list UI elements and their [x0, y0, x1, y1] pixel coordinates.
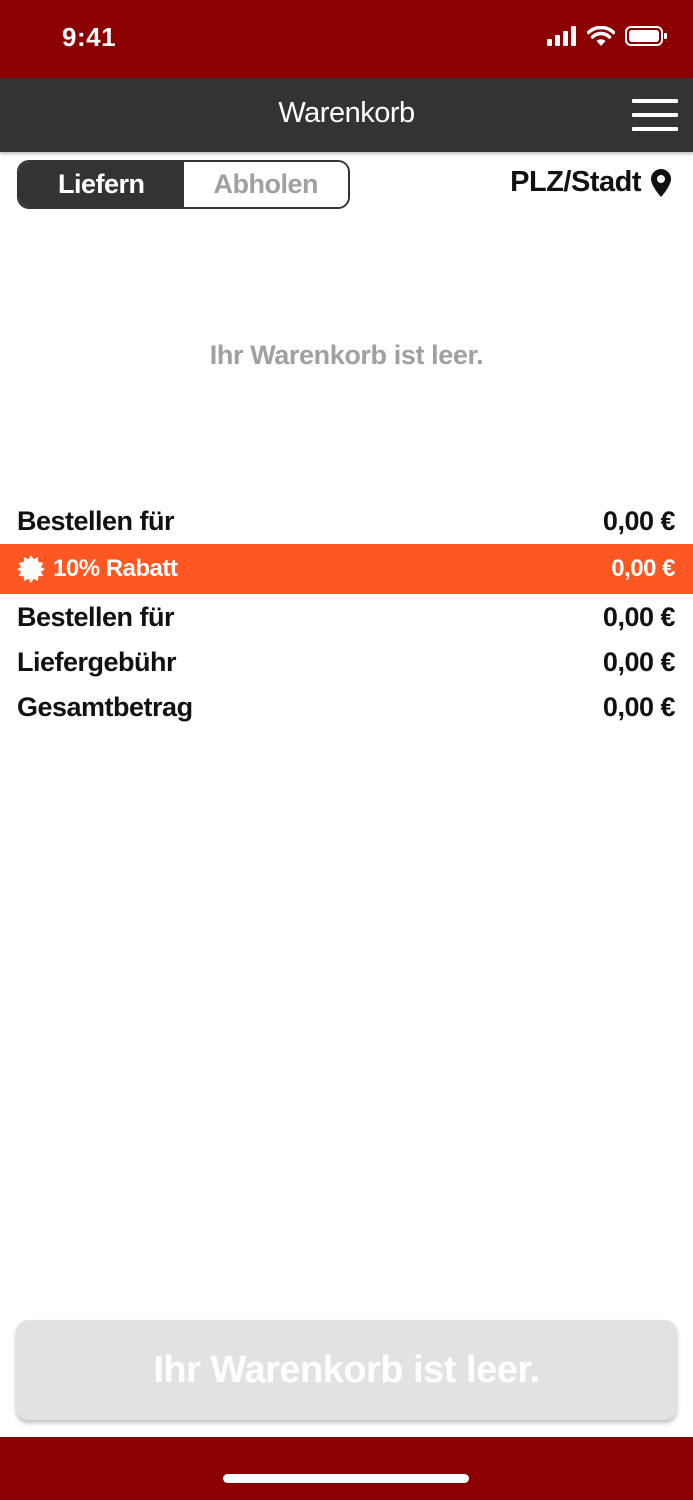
subtotal-value: 0,00 € [602, 505, 676, 536]
discount-row: 10% Rabatt 0,00 € [0, 544, 693, 594]
discount-badge-icon [17, 555, 45, 583]
order-total-value: 0,00 € [602, 601, 676, 632]
subtotal-label: Bestellen für [17, 505, 175, 536]
tab-liefern[interactable]: Liefern [19, 162, 184, 207]
grand-total-row: Gesamtbetrag 0,00 € [0, 684, 693, 730]
signal-icon [547, 26, 576, 46]
delivery-fee-row: Liefergebühr 0,00 € [0, 639, 693, 685]
empty-cart-message: Ihr Warenkorb ist leer. [209, 340, 484, 370]
order-total-label: Bestellen für [17, 601, 175, 632]
location-pin-icon [651, 168, 671, 197]
battery-icon [625, 26, 667, 46]
delivery-fee-value: 0,00 € [602, 646, 676, 677]
nav-bar: Warenkorb [0, 78, 693, 152]
page-title: Warenkorb [278, 97, 415, 129]
location-selector[interactable]: PLZ/Stadt [510, 166, 671, 199]
location-label: PLZ/Stadt [510, 166, 641, 198]
status-time: 9:41 [62, 22, 117, 52]
grand-total-label: Gesamtbetrag [17, 691, 193, 722]
checkout-button[interactable]: Ihr Warenkorb ist leer. [16, 1320, 677, 1420]
order-total-row: Bestellen für 0,00 € [0, 594, 693, 640]
home-indicator[interactable] [223, 1474, 469, 1483]
discount-label: 10% Rabatt [53, 555, 178, 582]
delivery-mode-toggle: Liefern Abholen [17, 160, 350, 209]
hamburger-menu-icon[interactable] [632, 99, 678, 131]
tab-abholen[interactable]: Abholen [183, 162, 348, 207]
grand-total-value: 0,00 € [602, 691, 676, 722]
subtotal-row: Bestellen für 0,00 € [0, 498, 693, 544]
wifi-icon [587, 26, 615, 46]
bottom-bar [0, 1437, 693, 1500]
status-bar: 9:41 [0, 0, 693, 78]
delivery-fee-label: Liefergebühr [17, 646, 177, 677]
status-icons [547, 26, 667, 46]
discount-value: 0,00 € [611, 555, 675, 582]
